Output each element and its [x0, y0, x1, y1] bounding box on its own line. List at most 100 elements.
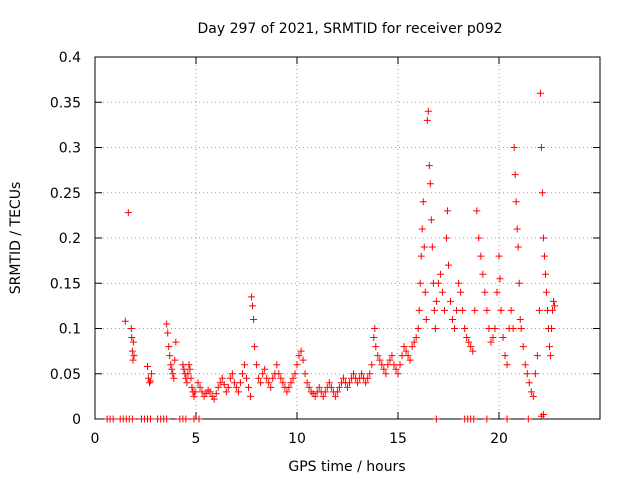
data-point — [447, 297, 455, 305]
data-point — [394, 370, 402, 378]
data-point — [459, 306, 467, 314]
data-point — [471, 306, 479, 314]
data-point — [455, 279, 463, 287]
data-point — [129, 338, 137, 346]
data-point — [376, 356, 384, 364]
data-point — [388, 352, 396, 360]
data-point — [243, 374, 250, 382]
data-point — [354, 379, 362, 387]
data-point — [283, 388, 291, 396]
data-point — [423, 116, 431, 124]
data-point — [390, 361, 398, 369]
y-tick-label: 0.4 — [59, 50, 81, 66]
data-point — [248, 293, 256, 301]
data-point — [301, 370, 309, 378]
data-point — [183, 379, 191, 387]
data-point — [247, 392, 255, 400]
data-point — [184, 370, 192, 378]
data-point — [415, 306, 423, 314]
data-point — [257, 379, 265, 387]
data-point — [539, 234, 547, 242]
grid-lines — [95, 57, 600, 419]
data-point — [540, 252, 548, 260]
y-tick-label: 0.2 — [59, 231, 81, 247]
data-point — [418, 225, 426, 233]
data-point — [186, 365, 194, 373]
data-point — [469, 347, 477, 355]
data-point — [536, 89, 544, 97]
data-point — [261, 365, 269, 373]
data-point — [148, 370, 156, 378]
data-point — [410, 338, 418, 346]
data-point — [443, 207, 451, 215]
data-point — [513, 225, 521, 233]
data-point — [171, 356, 179, 364]
data-point — [196, 383, 204, 391]
data-point — [493, 288, 501, 296]
data-point — [267, 383, 275, 391]
data-point — [216, 379, 224, 387]
data-point — [549, 306, 557, 314]
data-point — [453, 306, 461, 314]
x-tick-labels: 0 5 10 15 20 — [91, 431, 508, 447]
data-point — [147, 377, 155, 385]
data-point — [445, 261, 452, 269]
data-point — [422, 315, 430, 323]
data-point — [531, 370, 539, 378]
data-point — [165, 343, 173, 351]
data-point — [412, 334, 420, 342]
data-point — [358, 370, 366, 378]
data-point — [442, 234, 450, 242]
data-point — [250, 315, 258, 323]
data-point — [461, 325, 469, 332]
data-point — [424, 107, 432, 115]
data-point — [163, 320, 171, 328]
data-point — [364, 374, 372, 382]
data-point — [485, 325, 493, 332]
data-points — [103, 89, 559, 423]
data-point — [547, 352, 555, 360]
data-point — [130, 352, 138, 360]
data-point — [463, 334, 471, 342]
data-point — [198, 388, 206, 396]
data-point — [398, 352, 406, 360]
y-tick-label: 0.25 — [50, 186, 81, 202]
y-tick-label: 0.35 — [50, 95, 81, 111]
data-point — [147, 415, 155, 423]
data-point — [509, 325, 517, 332]
data-point — [305, 383, 313, 391]
data-point — [188, 383, 196, 391]
data-point — [430, 306, 438, 314]
data-point — [521, 361, 529, 369]
data-point — [180, 365, 188, 373]
data-point — [185, 361, 193, 369]
data-point — [512, 198, 520, 206]
x-tick-label: 15 — [389, 431, 407, 447]
y-axis-label: SRMTID / TECUs — [8, 182, 24, 295]
y-tick-labels: 0 0.05 0.1 0.15 0.2 0.25 0.3 0.35 0.4 — [50, 50, 81, 428]
data-point — [230, 379, 238, 387]
data-point — [529, 392, 537, 400]
data-point — [426, 180, 434, 188]
data-point — [392, 365, 400, 373]
data-point — [128, 334, 136, 342]
data-point — [368, 361, 376, 369]
data-point — [346, 379, 354, 387]
data-point — [503, 415, 511, 423]
data-point — [372, 343, 380, 351]
data-point — [344, 383, 351, 391]
data-point — [144, 363, 152, 371]
data-point — [451, 325, 459, 332]
data-point — [212, 390, 220, 398]
data-point — [251, 343, 259, 351]
data-point — [431, 325, 439, 332]
data-point — [169, 370, 177, 378]
data-point — [440, 306, 448, 314]
data-point — [220, 381, 228, 389]
data-point — [384, 361, 392, 369]
data-point — [263, 374, 271, 382]
data-point — [333, 388, 341, 396]
x-axis-label: GPS time / hours — [288, 459, 405, 475]
data-point — [170, 374, 178, 382]
data-point — [537, 144, 545, 151]
